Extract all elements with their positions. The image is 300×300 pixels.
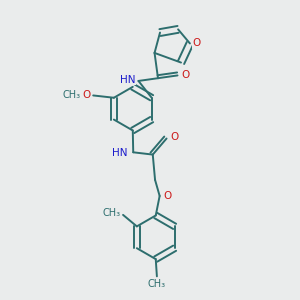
Text: HN: HN <box>112 148 127 158</box>
Text: CH₃: CH₃ <box>62 90 80 100</box>
Text: HN: HN <box>120 75 136 85</box>
Text: O: O <box>82 90 90 100</box>
Text: O: O <box>192 38 200 48</box>
Text: O: O <box>182 70 190 80</box>
Text: O: O <box>164 191 172 201</box>
Text: CH₃: CH₃ <box>103 208 121 218</box>
Text: O: O <box>170 132 179 142</box>
Text: CH₃: CH₃ <box>148 279 166 290</box>
